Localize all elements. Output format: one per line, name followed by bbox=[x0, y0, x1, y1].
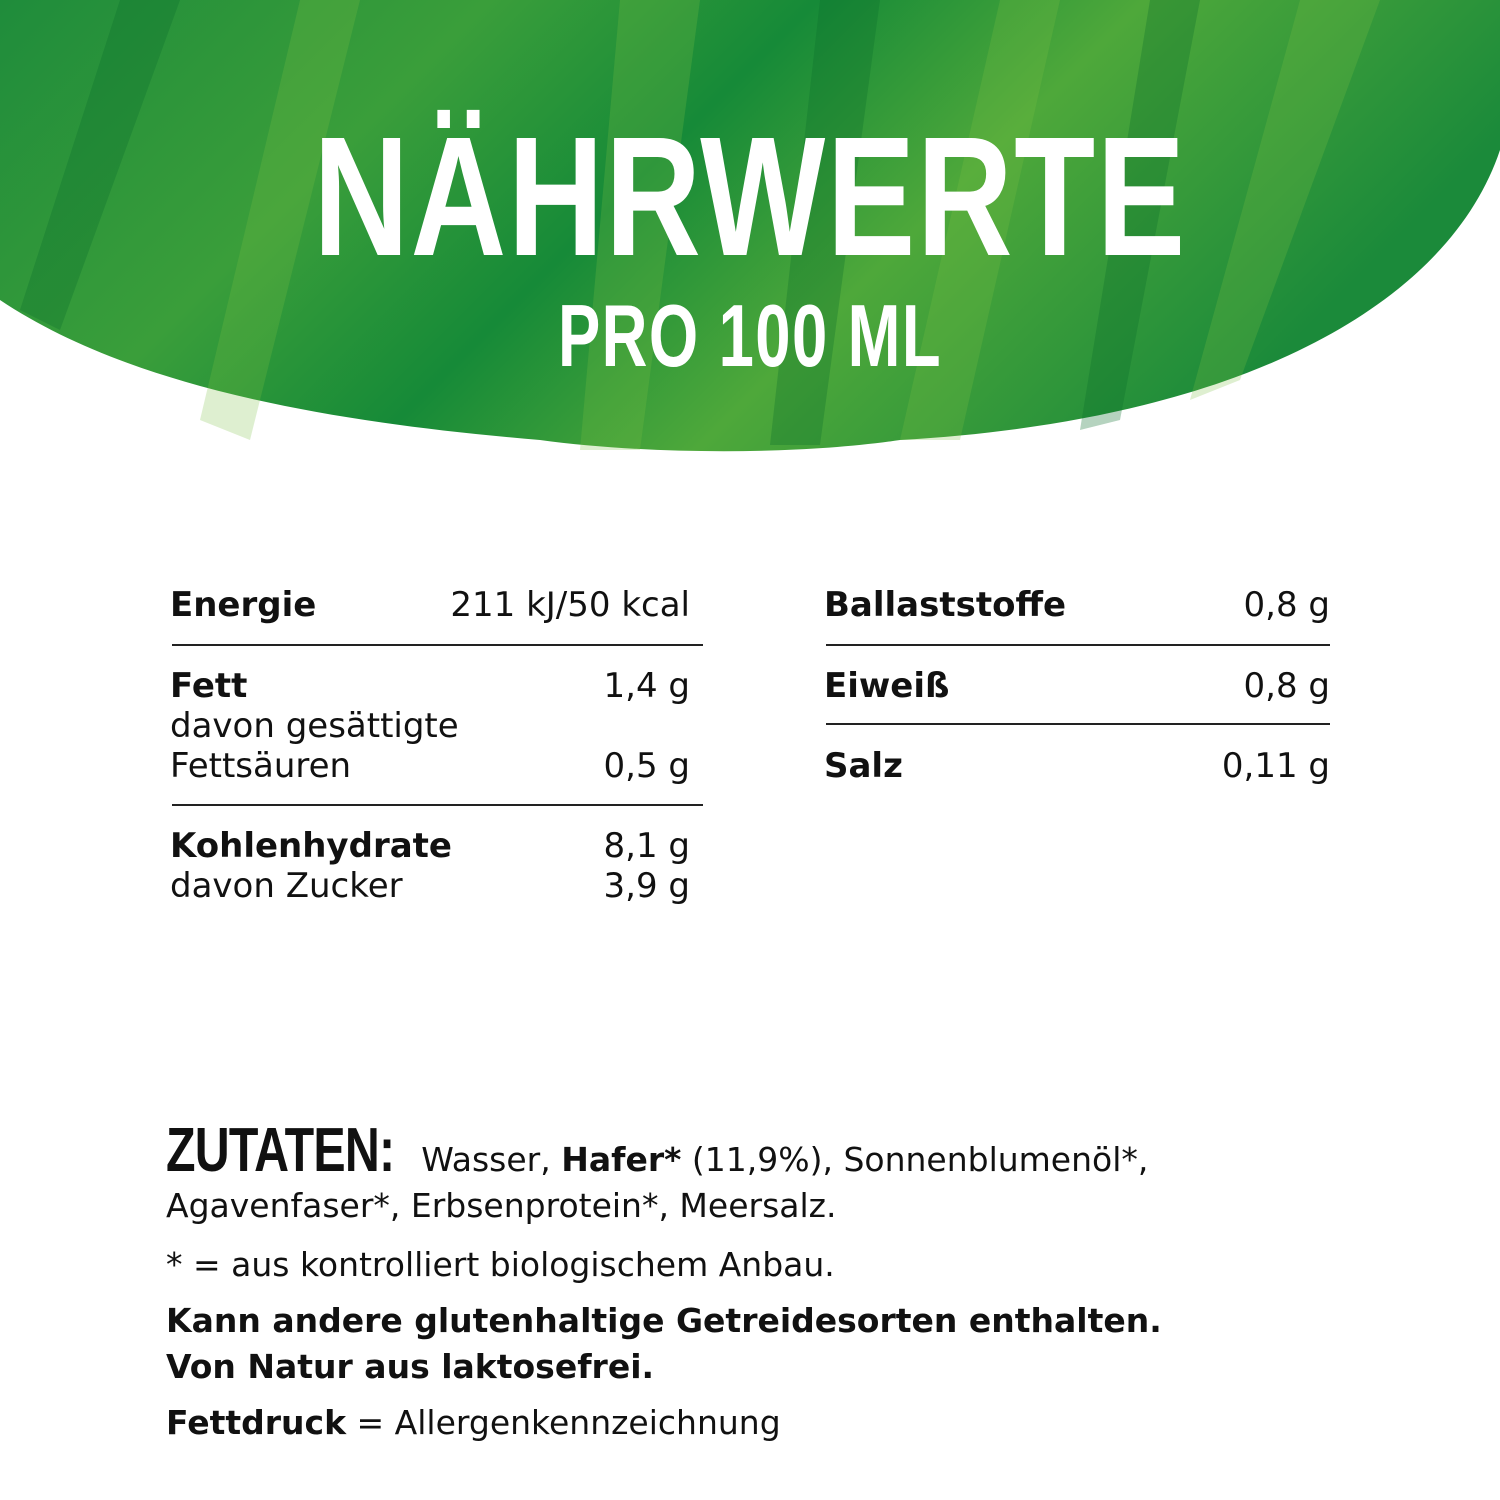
ingredients-heading: ZUTATEN: bbox=[166, 1116, 395, 1185]
value: 0,5 g bbox=[603, 746, 690, 786]
label: Eiweiß bbox=[824, 666, 950, 706]
divider bbox=[826, 723, 1330, 725]
green-header-background bbox=[0, 0, 1500, 452]
divider bbox=[172, 804, 703, 806]
label: Fettsäuren bbox=[170, 746, 352, 786]
value: 0,8 g bbox=[1243, 585, 1330, 625]
organic-note: * = aus kontrolliert biologischem Anbau. bbox=[166, 1245, 835, 1284]
page-title: NÄHRWERTE bbox=[313, 102, 1187, 292]
lactose-note: Von Natur aus laktosefrei. bbox=[166, 1347, 655, 1386]
page-subtitle: PRO 100 ML bbox=[557, 286, 943, 385]
ingredient-text: (11,9%), Sonnenblumenöl*, Agavenfaser*, … bbox=[166, 1140, 1149, 1225]
value: 0,8 g bbox=[1243, 666, 1330, 706]
allergen-legend: Fettdruck = Allergenkennzeichnung bbox=[166, 1400, 1386, 1446]
value: 211 kJ/50 kcal bbox=[450, 585, 690, 625]
divider bbox=[826, 644, 1330, 646]
gluten-note: Kann andere glutenhaltige Getreidesorten… bbox=[166, 1301, 1162, 1340]
legend-text: = Allergenkennzeichnung bbox=[346, 1403, 781, 1442]
value: 8,1 g bbox=[603, 826, 690, 866]
label: Ballaststoffe bbox=[824, 585, 1067, 625]
value: 3,9 g bbox=[603, 866, 690, 906]
value: 0,11 g bbox=[1221, 746, 1330, 786]
value: 1,4 g bbox=[603, 666, 690, 706]
ingredient-text: Wasser, bbox=[410, 1140, 562, 1179]
divider bbox=[172, 644, 703, 646]
label: Kohlenhydrate bbox=[170, 826, 452, 866]
label: Salz bbox=[824, 746, 903, 786]
label: Fett bbox=[170, 666, 248, 706]
legend-bold: Fettdruck bbox=[166, 1403, 347, 1442]
ingredients-text: ZUTATEN: Wasser, Hafer* (11,9%), Sonnenb… bbox=[166, 1116, 1386, 1229]
label: davon Zucker bbox=[170, 866, 403, 906]
allergen-hafer: Hafer* bbox=[561, 1140, 682, 1179]
label: davon gesättigte bbox=[170, 706, 459, 746]
label: Energie bbox=[170, 585, 317, 625]
